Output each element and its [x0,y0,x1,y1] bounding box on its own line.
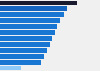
Bar [0,54,44,59]
Bar [0,12,64,17]
Bar [0,60,41,65]
Bar [0,30,55,35]
Bar [0,66,21,70]
Bar [0,48,47,53]
Bar [0,0,76,5]
Bar [0,36,52,41]
Bar [0,6,67,11]
Bar [0,42,50,47]
Bar [0,24,57,29]
Bar [0,18,60,23]
